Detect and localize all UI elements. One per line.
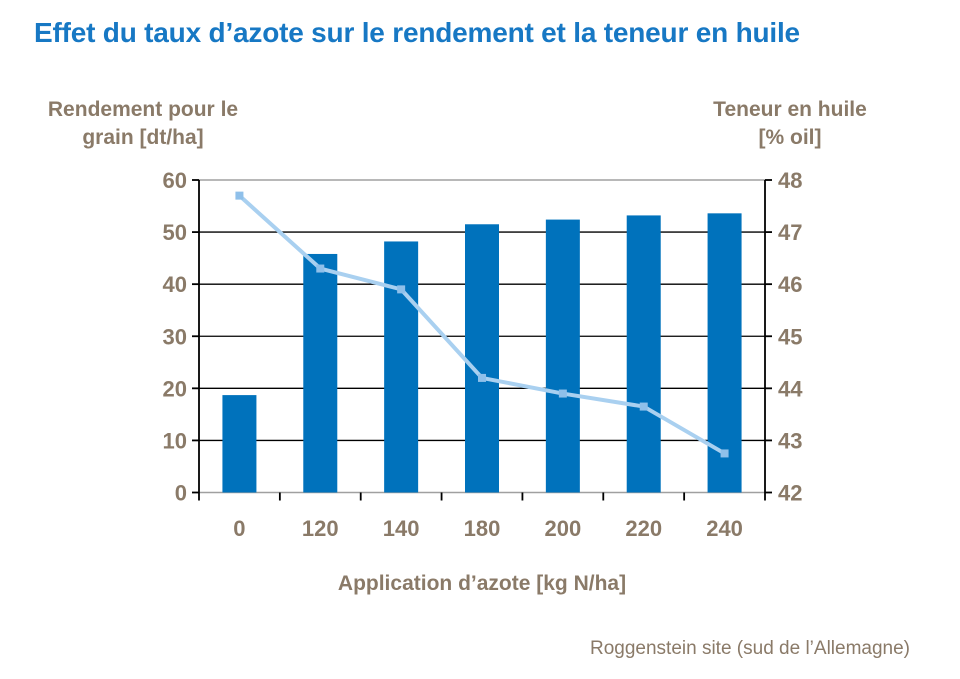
right-tick-label: 46 [778, 272, 802, 297]
yield-bar [222, 395, 257, 493]
source-note: Roggenstein site (sud de l’Allemagne) [589, 638, 910, 659]
left-tick-label: 20 [163, 376, 187, 401]
oil-line-marker [316, 264, 325, 273]
oil-line-marker [720, 449, 729, 458]
chart-title: Effet du taux d’azote sur le rendement e… [34, 17, 800, 48]
x-axis-title: Application d’azote [kg N/ha] [337, 572, 627, 595]
right-axis-title-line2: [% oil] [758, 126, 822, 149]
left-tick-label: 10 [163, 428, 187, 453]
oil-line-marker [558, 389, 567, 398]
left-axis-title-line1: Rendement pour le [47, 98, 239, 121]
left-axis-title: Rendement pour le grain [dt/ha] [30, 96, 256, 152]
left-tick-label: 60 [163, 168, 187, 193]
left-tick-label: 50 [163, 220, 187, 245]
x-tick-label: 220 [625, 516, 662, 541]
x-tick-label: 140 [383, 516, 420, 541]
yield-bar [626, 215, 661, 493]
right-tick-label: 47 [778, 220, 802, 245]
right-tick-label: 43 [778, 428, 802, 453]
right-axis-title: Teneur en huile [% oil] [677, 96, 903, 152]
right-tick-label: 44 [778, 376, 803, 401]
x-tick-label: 0 [233, 516, 245, 541]
right-axis-title-line1: Teneur en huile [713, 98, 867, 121]
right-tick-label: 42 [778, 481, 802, 506]
left-tick-label: 30 [163, 324, 187, 349]
left-tick-label: 0 [175, 481, 187, 506]
yield-bar [384, 241, 419, 493]
x-tick-label: 120 [302, 516, 339, 541]
x-tick-label: 180 [464, 516, 501, 541]
left-tick-label: 40 [163, 272, 187, 297]
yield-bar [545, 219, 580, 493]
yield-bar [465, 224, 499, 493]
oil-line-marker [478, 373, 486, 382]
oil-line-marker [397, 285, 406, 294]
oil-line-marker [639, 402, 648, 411]
oil-line-marker [235, 191, 244, 200]
right-tick-label: 45 [778, 324, 802, 349]
right-tick-label: 48 [778, 168, 802, 193]
left-axis-title-line2: grain [dt/ha] [82, 126, 204, 149]
yield-bar [303, 253, 338, 493]
x-tick-label: 200 [544, 516, 581, 541]
x-tick-label: 240 [706, 516, 743, 541]
